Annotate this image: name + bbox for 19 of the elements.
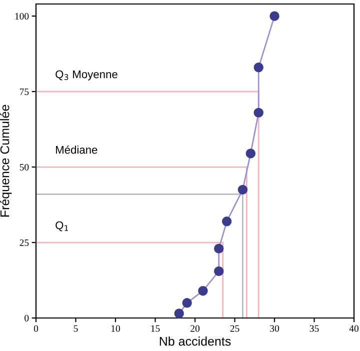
x-tick-label: 35 <box>310 325 319 332</box>
y-tick-label: 25 <box>20 239 29 246</box>
y-tick-label: 0 <box>24 314 29 322</box>
annotation: Médiane <box>56 145 98 154</box>
x-tick-label: 30 <box>270 325 279 332</box>
y-axis-title: Fréquence Cumulée <box>0 104 12 217</box>
x-tick-label: 40 <box>349 325 358 332</box>
x-tick-label: 20 <box>190 325 200 332</box>
annotation: Q$_{1}$ <box>56 221 68 232</box>
y-tick-label: 75 <box>20 88 29 96</box>
x-tick-label: 25 <box>230 325 240 332</box>
x-axis-title: Nb accidents <box>160 336 231 346</box>
annotation: Q$_{3}$ Moyenne <box>56 70 118 80</box>
x-tick-label: 15 <box>151 325 160 332</box>
x-tick-label: 10 <box>111 325 120 332</box>
x-tick-label: 0 <box>34 325 38 332</box>
x-tick-label: 5 <box>74 325 78 332</box>
y-tick-label: 50 <box>20 164 29 171</box>
y-tick-label: 100 <box>15 12 29 20</box>
